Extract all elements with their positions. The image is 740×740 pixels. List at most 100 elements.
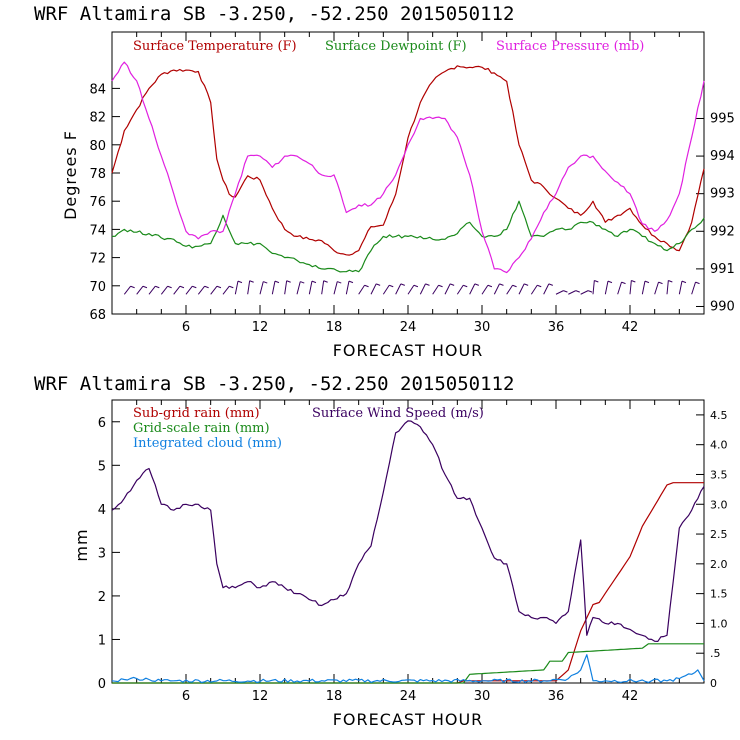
top-x-axis-label: FORECAST HOUR [333, 341, 484, 360]
wind-barb-staff [395, 283, 402, 295]
wind-barb-staff [222, 285, 230, 295]
top-y-axis-label: Degrees F [61, 130, 80, 220]
top-y-tick-label: 76 [89, 195, 106, 210]
series-line-sub-grid-rain [112, 482, 704, 684]
temperature-panel: WRF Altamira SB -3.250, -52.250 20150501… [34, 3, 735, 360]
wind-barb-flag [400, 283, 405, 286]
series-line-surface-temperature [111, 65, 705, 256]
wind-barb-staff [148, 285, 156, 295]
wind-barb-flag [681, 280, 687, 284]
top-y2-tick-label: 992 [710, 224, 735, 239]
wind-barb-staff [432, 284, 439, 295]
wind-barb-flag [523, 283, 529, 286]
wind-barb-staff [678, 281, 683, 295]
series-line-surface-pressure [111, 61, 705, 274]
series-line-surface-wind-speed [111, 420, 705, 643]
wind-barb-staff [259, 281, 264, 295]
bottom-y-tick-label: 4 [98, 503, 106, 518]
wind-barb-staff [419, 283, 426, 295]
series-line-surface-dewpoint [111, 200, 705, 273]
legend-surface-wind-speed: Surface Wind Speed (m/s) [312, 406, 484, 421]
wind-barb-flag [348, 280, 354, 284]
bottom-x-axis-label: FORECAST HOUR [333, 710, 484, 729]
wind-barb-staff [308, 281, 313, 295]
wind-barb-flag [438, 284, 443, 288]
wind-barb-flag [512, 284, 517, 288]
series-line-grid-scale-rain [112, 643, 704, 684]
bottom-y2-tick-label: 3.0 [710, 498, 728, 511]
legend-sub-grid-rain: Sub-grid rain (mm) [133, 406, 260, 421]
wind-barb-flag [474, 283, 479, 286]
wind-barb-flag [286, 280, 291, 283]
wind-barb-flag [389, 284, 394, 288]
wind-barb-staff [123, 285, 132, 295]
top-y2-tick-label: 994 [710, 149, 735, 164]
top-y-tick-label: 84 [89, 82, 106, 97]
bottom-y-tick-label: 6 [98, 416, 106, 431]
wind-barb-flag [130, 285, 135, 289]
bottom-x-tick-label: 6 [182, 689, 190, 704]
wind-barb-flag [487, 284, 493, 288]
wind-barb-staff [444, 283, 451, 295]
wind-barb-staff [518, 283, 525, 295]
wind-barb-staff [358, 284, 365, 295]
wind-barb-flag [563, 290, 568, 293]
bottom-y-tick-label: 3 [98, 546, 106, 561]
wind-barb-flag [621, 281, 626, 285]
top-x-tick-label: 12 [252, 320, 269, 335]
wind-barb-staff [617, 281, 622, 295]
wind-barb-flag [323, 280, 328, 283]
bottom-y2-tick-label: .5 [710, 647, 721, 660]
wind-barb-staff [210, 285, 218, 295]
top-x-tick-label: 24 [400, 320, 417, 335]
bottom-x-tick-label: 30 [474, 689, 491, 704]
wind-barb-staff [271, 281, 276, 295]
top-plot-frame [111, 31, 705, 315]
wind-barb-flag [607, 280, 613, 284]
wind-barb-staff [691, 281, 696, 295]
legend-surface-dewpoint: Surface Dewpoint (F) [325, 39, 467, 54]
wind-barb-staff [629, 280, 632, 295]
top-y2-tick-label: 991 [710, 262, 735, 277]
wind-barb-staff [321, 280, 325, 295]
wind-barb-staff [296, 281, 301, 295]
legend-surface-pressure: Surface Pressure (mb) [496, 39, 644, 54]
wind-barb-flag [155, 285, 160, 289]
wind-barb-staff [604, 281, 609, 295]
legend-surface-temperature: Surface Temperature (F) [133, 39, 297, 54]
bottom-y2-tick-label: 1.5 [710, 588, 728, 601]
top-axis-ticks: 6 12 18 24 30 36 42 68 70 72 74 76 78 80 82 84 990 991 992… [89, 32, 735, 335]
wind-barb-staff [160, 285, 169, 295]
wind-barb-flag [499, 283, 504, 286]
wind-barb-flag [463, 284, 468, 288]
rain-wind-panel: WRF Altamira SB -3.250, -52.250 20150501… [34, 373, 728, 729]
wind-barb-flag [192, 285, 197, 289]
bottom-x-tick-label: 24 [400, 689, 417, 704]
wind-barb-flag [229, 285, 234, 289]
wind-barb-staff [284, 280, 288, 295]
wind-barb-flag [300, 281, 305, 284]
bottom-x-tick-label: 12 [252, 689, 269, 704]
wind-barb-staff [543, 283, 550, 295]
wind-barb-staff [136, 285, 144, 295]
wind-barb-staff [370, 283, 377, 295]
wind-barb-staff [481, 284, 489, 295]
wind-barb-flag [375, 283, 381, 286]
wind-barb-staff [493, 283, 500, 295]
wind-barb-staff [506, 284, 513, 295]
wind-barb-staff [592, 280, 595, 295]
legend-integrated-cloud: Integrated cloud (mm) [133, 436, 282, 451]
wind-barb-flag [695, 281, 700, 285]
top-x-tick-label: 42 [622, 320, 639, 335]
wind-barb-staff [197, 285, 206, 295]
top-y-tick-label: 80 [89, 139, 106, 154]
wind-barb-flag [311, 280, 317, 284]
bottom-y2-tick-label: 1.0 [710, 617, 728, 630]
wind-barb-staff [555, 290, 564, 295]
top-y-tick-label: 78 [89, 167, 106, 182]
wind-barb-flag [142, 285, 148, 289]
wind-barb-flag [449, 283, 455, 286]
wind-barb-flag [587, 290, 593, 293]
wind-barb-staff [407, 284, 415, 295]
